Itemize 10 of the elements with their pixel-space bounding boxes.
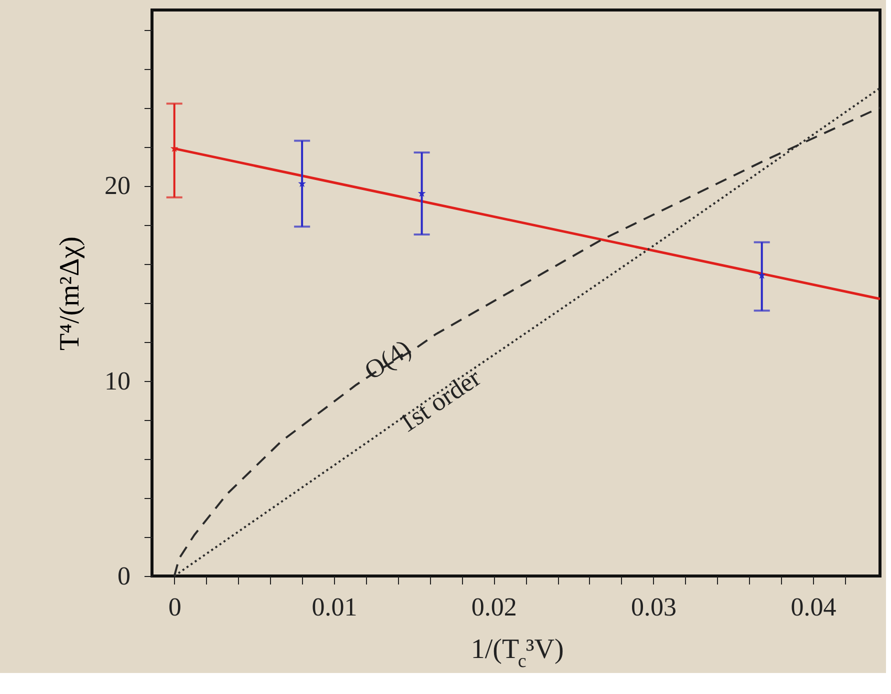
annotation: O(4) xyxy=(359,334,416,386)
y-tick-label: 20 xyxy=(104,171,130,200)
y-tick-label: 10 xyxy=(104,366,130,396)
x-tick-label: 0.01 xyxy=(312,592,358,622)
x-tick-label: 0.04 xyxy=(790,592,836,622)
y-axis-title: T⁴/(m²Δχ) xyxy=(54,236,86,350)
x-tick-label: 0 xyxy=(168,592,182,622)
x-tick-label: 0.03 xyxy=(631,592,677,622)
y-tick-label: 0 xyxy=(118,562,130,590)
x-tick-label: 0.02 xyxy=(471,592,517,622)
